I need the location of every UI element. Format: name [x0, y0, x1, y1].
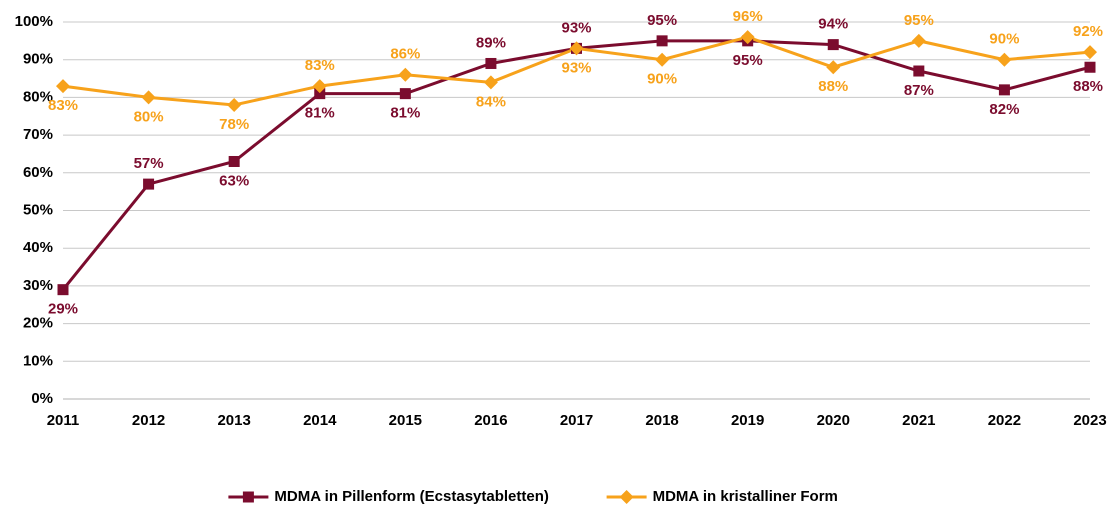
data-label: 95%: [904, 12, 934, 29]
data-label: 93%: [561, 19, 591, 36]
data-point: [997, 52, 1012, 67]
y-tick-label: 80%: [23, 88, 53, 105]
x-tick-label: 2016: [474, 412, 507, 429]
data-point: [228, 155, 240, 167]
data-point: [826, 60, 841, 75]
data-label: 96%: [733, 8, 763, 25]
data-label: 92%: [1073, 23, 1103, 40]
data-label: 83%: [48, 97, 78, 114]
y-tick-label: 0%: [31, 390, 53, 407]
data-label: 82%: [989, 101, 1019, 118]
data-point: [312, 79, 327, 94]
data-point: [569, 41, 584, 56]
data-label: 88%: [1073, 78, 1103, 95]
data-point: [141, 90, 156, 105]
data-label: 95%: [733, 52, 763, 69]
x-tick-label: 2021: [902, 412, 935, 429]
y-tick-label: 40%: [23, 239, 53, 256]
data-label: 87%: [904, 82, 934, 99]
data-point: [399, 88, 411, 100]
data-point: [827, 39, 839, 51]
x-tick-label: 2023: [1073, 412, 1106, 429]
data-point: [655, 52, 670, 67]
data-point: [998, 84, 1010, 96]
x-tick-label: 2011: [47, 412, 80, 429]
y-tick-label: 90%: [23, 51, 53, 68]
data-point: [227, 97, 242, 112]
x-tick-label: 2022: [988, 412, 1021, 429]
data-label: 80%: [134, 108, 164, 125]
legend-marker: [619, 490, 634, 504]
series-line: [61, 39, 1091, 291]
data-point: [740, 30, 755, 45]
data-label: 93%: [561, 59, 591, 76]
data-label: 86%: [390, 46, 420, 63]
legend-marker: [242, 491, 254, 503]
data-point: [485, 57, 497, 69]
data-point: [314, 88, 326, 100]
data-point: [57, 284, 69, 296]
data-label: 78%: [219, 116, 249, 133]
data-point: [398, 67, 413, 82]
data-point: [56, 79, 70, 94]
x-tick-label: 2013: [217, 412, 250, 429]
data-point: [1084, 61, 1096, 73]
y-tick-label: 10%: [23, 352, 53, 369]
x-tick-label: 2018: [645, 412, 678, 429]
data-label: 90%: [989, 31, 1019, 48]
data-point: [656, 35, 668, 47]
x-tick-label: 2014: [303, 412, 337, 429]
data-label: 29%: [48, 301, 78, 318]
data-point: [1083, 45, 1097, 60]
legend-item: MDMA in Pillenform (Ecstasytabletten): [228, 488, 549, 505]
x-tick-label: 2019: [731, 412, 764, 429]
data-label: 84%: [476, 93, 506, 110]
legend-label: MDMA in kristalliner Form: [653, 488, 838, 505]
data-label: 57%: [134, 155, 164, 172]
legend-item: MDMA in kristalliner Form: [606, 488, 838, 505]
y-tick-label: 20%: [23, 315, 53, 332]
data-label: 81%: [305, 105, 335, 122]
y-tick-label: 60%: [23, 164, 53, 181]
x-tick-label: 2015: [389, 412, 422, 429]
data-label: 89%: [476, 34, 506, 51]
data-point: [913, 65, 925, 77]
data-label: 83%: [305, 57, 335, 74]
data-label: 90%: [647, 71, 677, 88]
legend-label: MDMA in Pillenform (Ecstasytabletten): [274, 488, 548, 505]
x-tick-label: 2012: [132, 412, 165, 429]
data-point: [483, 75, 498, 90]
x-tick-label: 2017: [560, 412, 593, 429]
y-tick-label: 50%: [23, 201, 53, 218]
data-label: 95%: [647, 12, 677, 29]
data-point: [911, 33, 926, 48]
data-label: 88%: [818, 78, 848, 95]
data-label: 81%: [390, 105, 420, 122]
y-tick-label: 100%: [15, 13, 53, 30]
data-point: [143, 178, 155, 190]
data-label: 63%: [219, 172, 249, 189]
y-tick-label: 30%: [23, 277, 53, 294]
x-tick-label: 2020: [817, 412, 850, 429]
data-label: 94%: [818, 16, 848, 33]
y-tick-label: 70%: [23, 126, 53, 143]
